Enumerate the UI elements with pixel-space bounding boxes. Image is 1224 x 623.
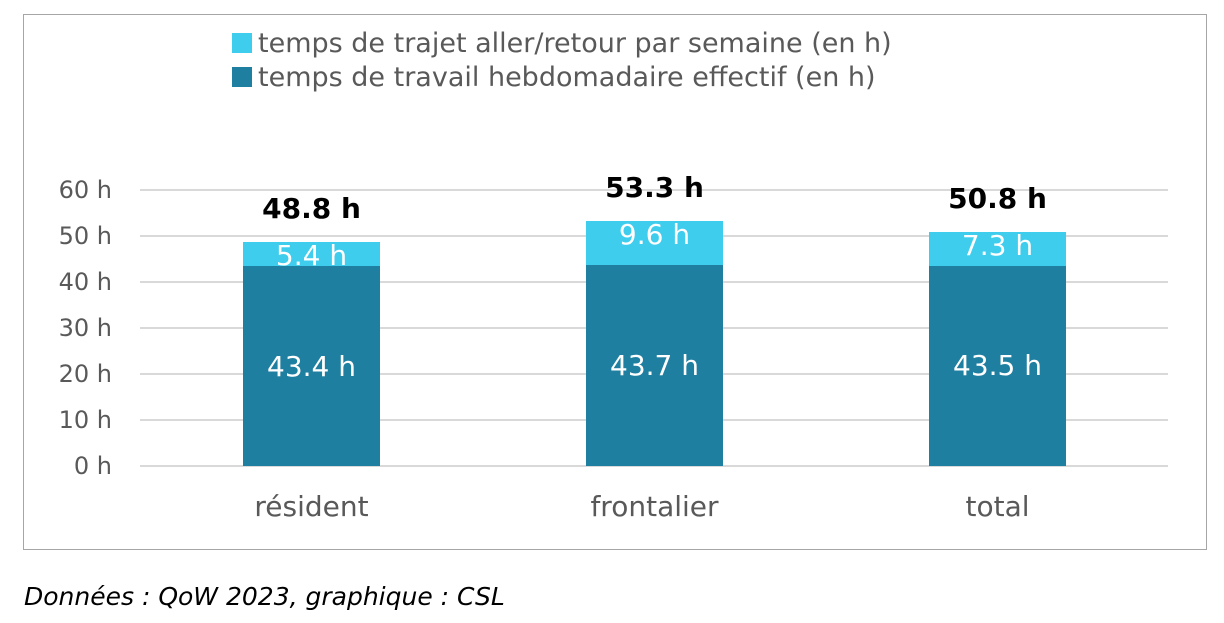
bar-segment-work: 43.4 h xyxy=(243,266,380,466)
gridline xyxy=(140,465,1168,467)
bar-total-label: 48.8 h xyxy=(262,191,361,225)
y-tick-label: 30 h xyxy=(58,314,112,342)
legend: temps de trajet aller/retour par semaine… xyxy=(232,26,892,94)
source-caption: Données : QoW 2023, graphique : CSL xyxy=(24,582,505,611)
legend-swatch-commute xyxy=(232,33,252,53)
x-category-label: frontalier xyxy=(590,490,719,523)
bar-segment-work: 43.5 h xyxy=(929,265,1066,466)
legend-item-work: temps de travail hebdomadaire effectif (… xyxy=(232,60,892,94)
y-tick-label: 40 h xyxy=(58,268,112,296)
y-tick-label: 20 h xyxy=(58,360,112,388)
gridline xyxy=(140,189,1168,191)
legend-label-work: temps de travail hebdomadaire effectif (… xyxy=(258,61,876,93)
bar-segment-commute: 7.3 h xyxy=(929,232,1066,266)
bar-total-label: 50.8 h xyxy=(948,182,1047,216)
x-category-label: total xyxy=(965,490,1030,523)
y-tick-label: 50 h xyxy=(58,222,112,250)
bar-total-label: 53.3 h xyxy=(605,170,704,204)
y-tick-label: 10 h xyxy=(58,406,112,434)
bar-segment-commute: 5.4 h xyxy=(243,241,380,267)
legend-swatch-work xyxy=(232,67,252,87)
y-tick-label: 60 h xyxy=(58,176,112,204)
bar-segment-commute: 9.6 h xyxy=(586,220,723,265)
bar-segment-work: 43.7 h xyxy=(586,264,723,466)
legend-item-commute: temps de trajet aller/retour par semaine… xyxy=(232,26,892,60)
y-tick-label: 0 h xyxy=(73,452,112,480)
legend-label-commute: temps de trajet aller/retour par semaine… xyxy=(258,27,892,59)
x-category-label: résident xyxy=(254,490,369,523)
